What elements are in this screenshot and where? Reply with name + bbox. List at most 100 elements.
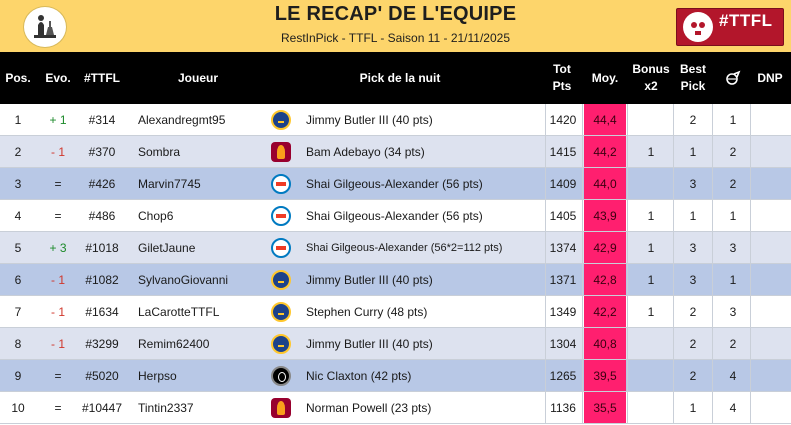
heat-logo-icon — [269, 136, 293, 167]
comeback-count-cell: 4 — [729, 368, 737, 383]
column-divider — [712, 200, 713, 231]
column-divider — [750, 136, 751, 167]
position-cell: 7 — [14, 304, 22, 319]
dnp-cell — [752, 136, 788, 167]
dnp-cell — [752, 392, 788, 423]
evolution-cell: - 1 — [50, 144, 65, 159]
comeback-count-cell: 4 — [729, 400, 737, 415]
column-divider — [582, 392, 583, 423]
position-cell: 9 — [14, 368, 22, 383]
column-divider — [712, 104, 713, 135]
dnp-cell — [752, 296, 788, 327]
thunder-logo-icon — [269, 232, 293, 263]
best-pick-cell: 2 — [689, 336, 697, 351]
column-divider — [712, 296, 713, 327]
evolution-cell: = — [54, 208, 62, 223]
column-divider — [750, 328, 751, 359]
column-divider — [750, 104, 751, 135]
position-cell: 3 — [14, 176, 22, 191]
col-bonus-line2: x2 — [644, 79, 658, 93]
column-divider — [545, 168, 546, 199]
player-name-cell: Alexandregmt95 — [138, 112, 226, 127]
thunder-logo-icon-shape — [271, 237, 291, 258]
col-bonus-line1: Bonus — [632, 62, 670, 76]
dnp-cell — [752, 104, 788, 135]
comeback-count-cell: 1 — [729, 272, 737, 287]
total-points-cell: 1409 — [549, 176, 577, 191]
player-name-cell: SylvanoGiovanni — [138, 272, 229, 287]
ttfl-rank-cell: #1018 — [85, 240, 119, 255]
column-divider — [627, 328, 628, 359]
column-divider — [582, 328, 583, 359]
pick-cell: Norman Powell (23 pts) — [306, 400, 432, 415]
warriors-logo-icon — [269, 264, 293, 295]
dnp-cell — [752, 328, 788, 359]
evolution-cell: = — [54, 176, 62, 191]
table-row: 2 - 1 #370 Sombra Bam Adebayo (34 pts) 1415 44… — [0, 136, 791, 168]
column-divider — [545, 296, 546, 327]
col-pos: Pos. — [5, 70, 31, 85]
total-points-cell: 1265 — [549, 368, 577, 383]
bonus-cell: 1 — [647, 240, 655, 255]
column-divider — [627, 200, 628, 231]
column-divider — [545, 264, 546, 295]
ttfl-rank-cell: #314 — [88, 112, 116, 127]
column-divider — [673, 200, 674, 231]
page-title: LE RECAP' DE L'EQUIPE — [274, 3, 517, 25]
column-divider — [627, 360, 628, 391]
dnp-cell — [752, 232, 788, 263]
best-pick-cell: 3 — [689, 272, 697, 287]
average-cell: 43,9 — [584, 200, 626, 231]
column-divider — [582, 296, 583, 327]
ttfl-rank-cell: #1634 — [85, 304, 119, 319]
column-divider — [545, 104, 546, 135]
warriors-logo-icon — [269, 296, 293, 327]
column-divider — [673, 104, 674, 135]
average-cell: 44,2 — [584, 136, 626, 167]
column-divider — [545, 392, 546, 423]
column-divider — [545, 232, 546, 263]
average-cell: 39,5 — [584, 360, 626, 391]
ttfl-logo-text: #TTFL — [719, 11, 773, 30]
heat-logo-icon-shape — [271, 141, 291, 162]
bonus-cell: 1 — [647, 304, 655, 319]
warriors-logo-icon-shape — [271, 269, 291, 290]
col-tot: Tot Pts — [542, 52, 582, 104]
column-divider — [627, 104, 628, 135]
total-points-cell: 1349 — [549, 304, 577, 319]
bonus-cell: 1 — [647, 208, 655, 223]
total-points-cell: 1405 — [549, 208, 577, 223]
column-divider — [582, 136, 583, 167]
table-row: 10 = #10447 Tintin2337 Norman Powell (23 pts… — [0, 392, 791, 424]
column-divider — [627, 232, 628, 263]
average-cell: 44,4 — [584, 104, 626, 135]
total-points-cell: 1374 — [549, 240, 577, 255]
thunder-logo-icon-shape — [271, 173, 291, 194]
evolution-cell: + 3 — [49, 240, 67, 255]
position-cell: 10 — [11, 400, 25, 415]
column-divider — [627, 264, 628, 295]
column-divider — [712, 232, 713, 263]
dnp-cell — [752, 264, 788, 295]
bonus-cell: 1 — [647, 272, 655, 287]
comeback-count-cell: 2 — [729, 176, 737, 191]
col-tot-line2: Pts — [552, 79, 572, 93]
column-divider — [545, 136, 546, 167]
col-best-line2: Pick — [680, 79, 706, 93]
bonus-cell — [632, 168, 670, 199]
player-name-cell: Remim62400 — [138, 336, 210, 351]
position-cell: 6 — [14, 272, 22, 287]
bonus-cell — [632, 104, 670, 135]
col-evo: Evo. — [45, 70, 71, 85]
col-pick: Pick de la nuit — [359, 70, 441, 85]
column-divider — [712, 136, 713, 167]
column-divider — [673, 232, 674, 263]
column-divider — [750, 296, 751, 327]
column-divider — [750, 264, 751, 295]
total-points-cell: 1304 — [549, 336, 577, 351]
position-cell: 8 — [14, 336, 22, 351]
comeback-count-cell: 3 — [729, 304, 737, 319]
column-divider — [582, 232, 583, 263]
dnp-cell — [752, 360, 788, 391]
col-player: Joueur — [177, 70, 218, 85]
